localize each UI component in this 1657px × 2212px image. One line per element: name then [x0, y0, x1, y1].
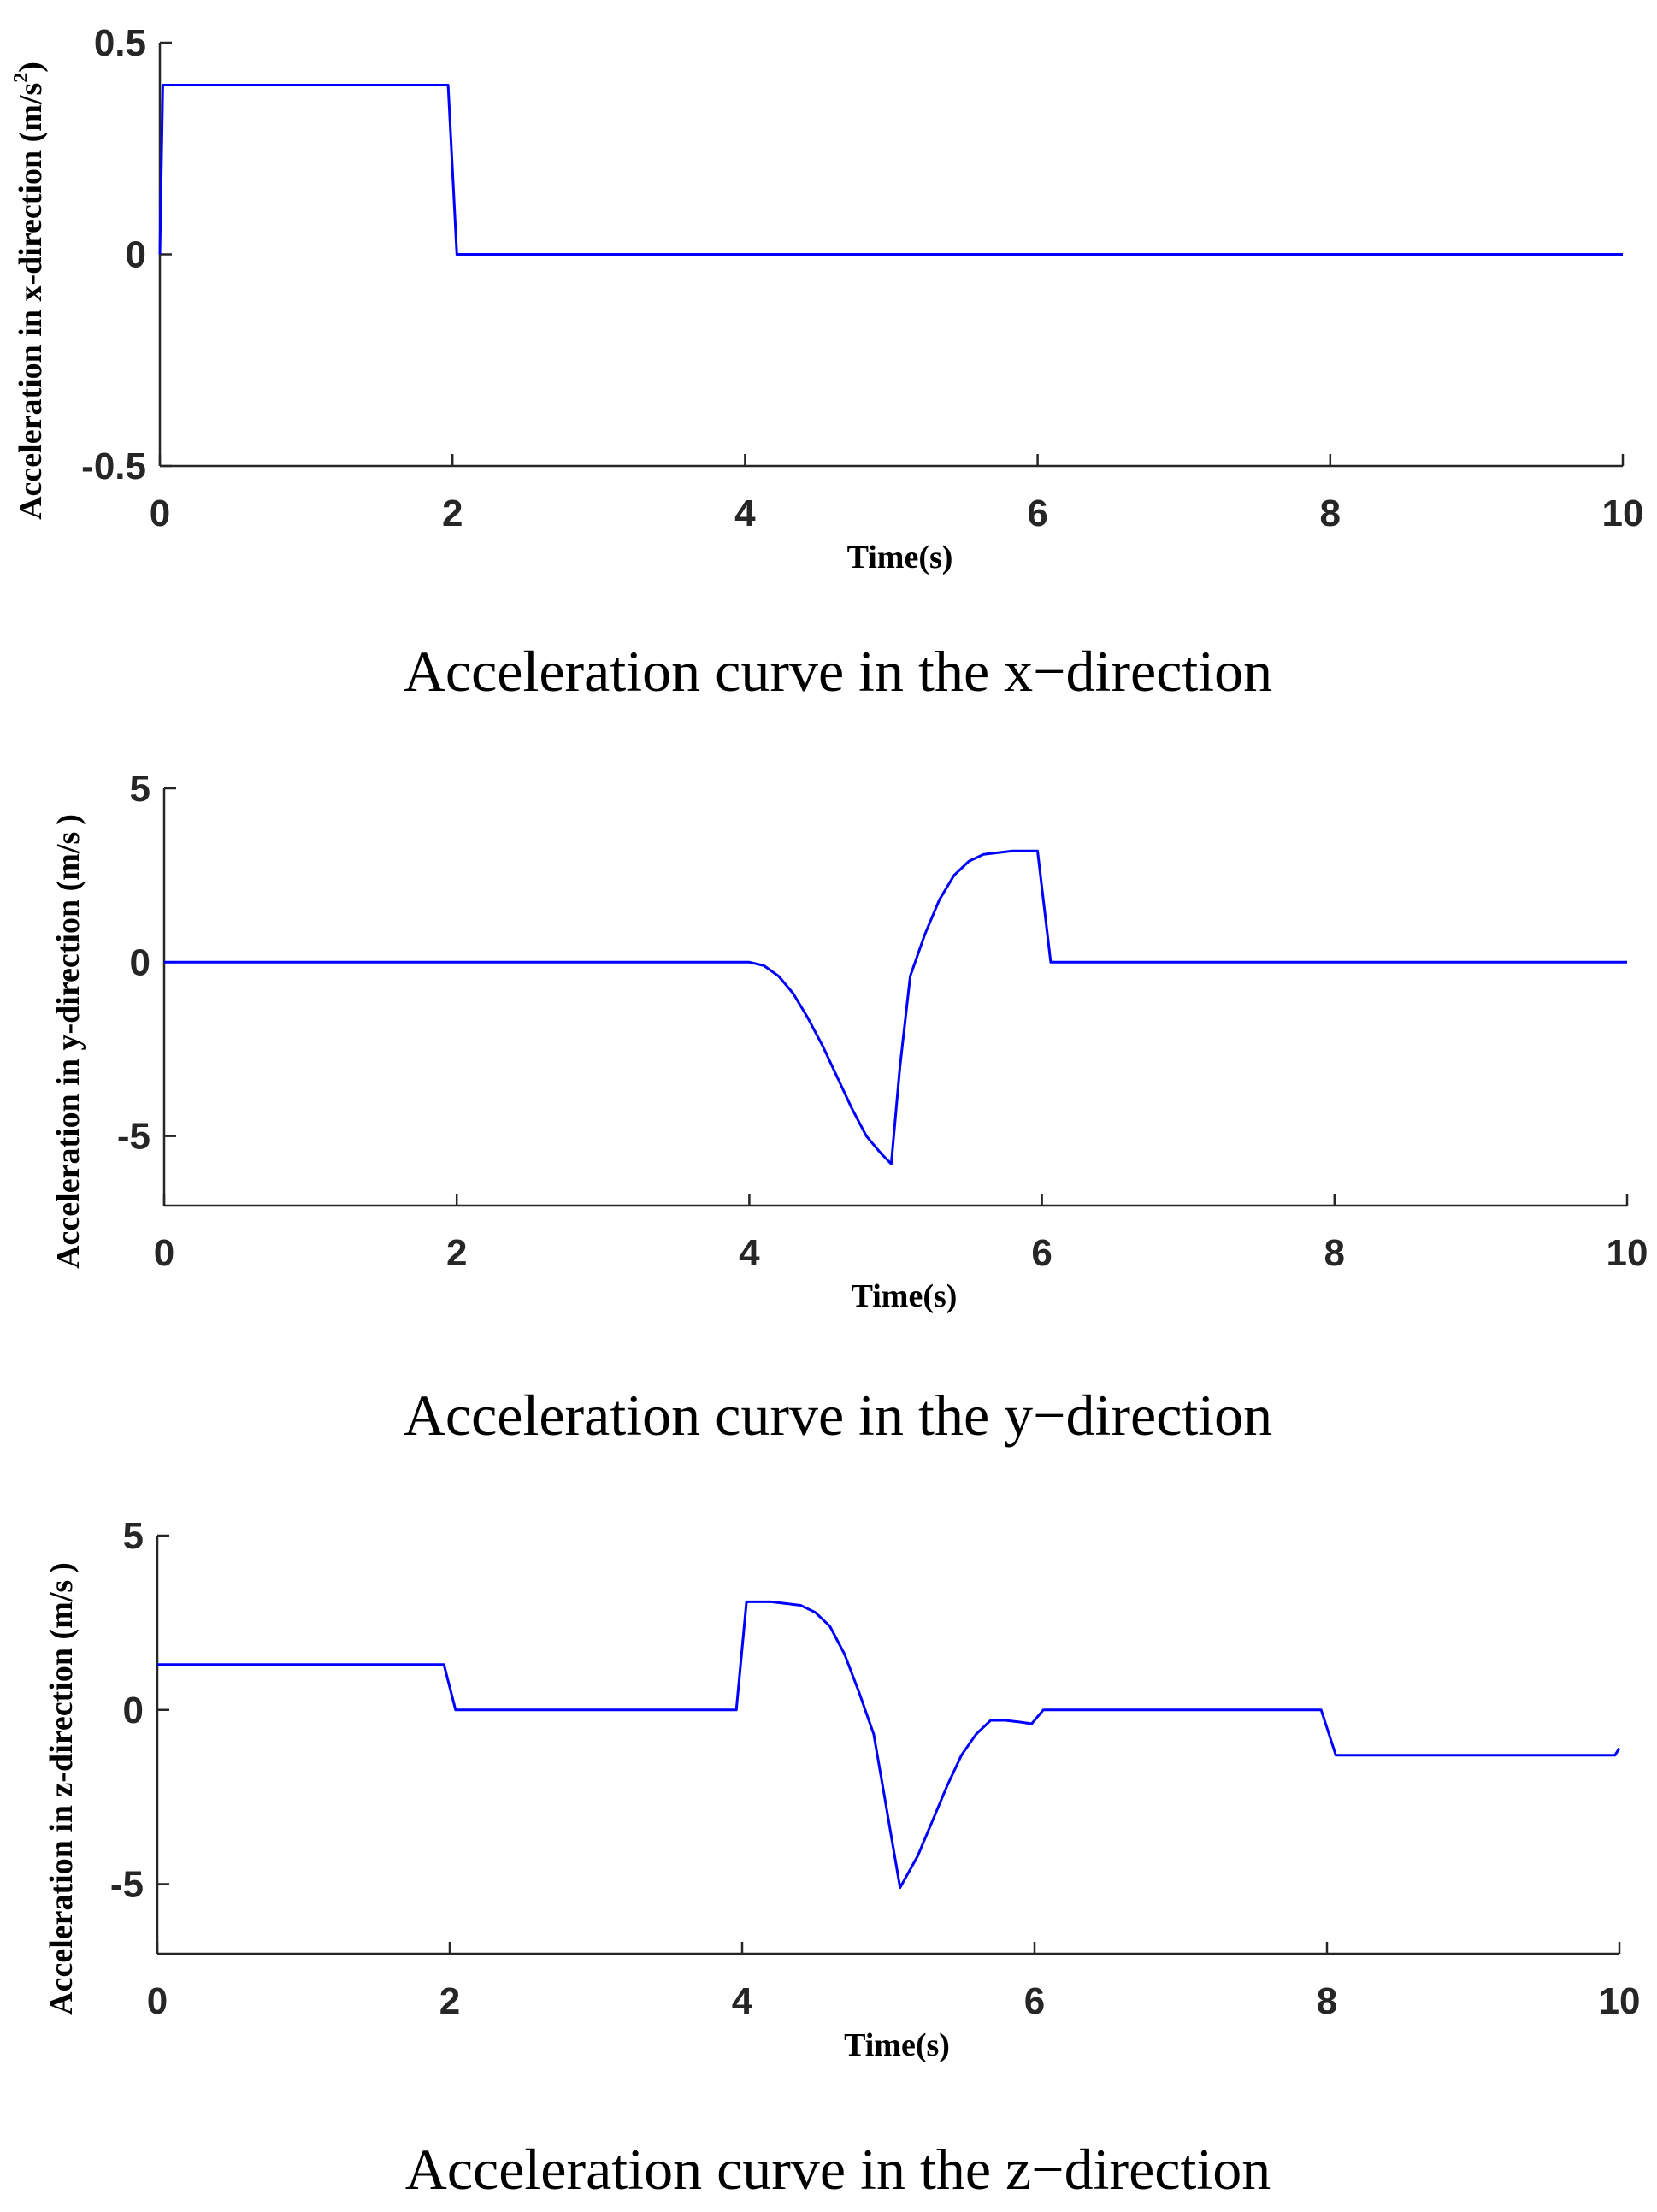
- y-tick-label: 0.5: [94, 22, 146, 64]
- x-tick-label: 10: [1599, 1980, 1641, 2022]
- x-tick-label: 2: [442, 493, 463, 534]
- y-tick-label: -5: [117, 1116, 150, 1158]
- x-tick-label: 8: [1324, 1232, 1345, 1274]
- x-tick-label: 4: [732, 1980, 753, 2022]
- y-axis-title: Acceleration in z-direction (m/s): [44, 1562, 80, 2015]
- chart-panel-3: 0 2 4 6 8 10 -5 0 5 Time(s) Acceleration in z-dire…: [44, 1515, 1640, 2202]
- chart-panel-2: 0 2 4 6 8 10 -5 0 5 Time(s) Acceleration in y-dire…: [50, 768, 1648, 1448]
- x-tick-label: 8: [1317, 1980, 1337, 2022]
- y-tick-label: 0: [126, 234, 146, 276]
- x-tick-label: 0: [150, 493, 170, 534]
- x-axis-title: Time(s): [852, 1278, 958, 1314]
- series-line-a_x: [158, 84, 1623, 256]
- x-tick-label: 8: [1320, 493, 1341, 534]
- chart-caption: Acceleration curve in the x−direction: [404, 639, 1272, 704]
- chart-caption: Acceleration curve in the z−direction: [405, 2137, 1271, 2202]
- y-tick-label: 5: [130, 768, 150, 810]
- y-tick-label: 0: [130, 941, 150, 983]
- x-tick-label: 6: [1024, 1980, 1045, 2022]
- y-tick-label: -5: [110, 1864, 144, 1906]
- x-tick-label: 2: [439, 1980, 460, 2022]
- x-tick-label: 0: [154, 1232, 174, 1274]
- x-axis-title: Time(s): [844, 2027, 950, 2063]
- series-line-a_z: [157, 1600, 1621, 1890]
- y-tick-label: 5: [123, 1515, 144, 1557]
- x-tick-label: 0: [147, 1980, 168, 2022]
- chart-caption: Acceleration curve in the y−direction: [404, 1383, 1272, 1448]
- y-tick-label: -0.5: [81, 445, 146, 487]
- series-line-a_y: [164, 849, 1627, 1165]
- x-tick-label: 6: [1027, 493, 1047, 534]
- x-tick-label: 10: [1607, 1232, 1648, 1274]
- x-tick-label: 10: [1602, 493, 1644, 534]
- x-tick-label: 4: [734, 493, 756, 534]
- y-axis-title: Acceleration in y-direction (m/s): [50, 814, 86, 1269]
- y-tick-label: 0: [123, 1690, 144, 1731]
- y-axis-title: Acceleration in x-direction (m/s2): [10, 62, 49, 520]
- x-tick-label: 2: [446, 1232, 467, 1274]
- x-tick-label: 4: [739, 1232, 760, 1274]
- x-tick-label: 6: [1031, 1232, 1052, 1274]
- x-axis-title: Time(s): [847, 540, 953, 575]
